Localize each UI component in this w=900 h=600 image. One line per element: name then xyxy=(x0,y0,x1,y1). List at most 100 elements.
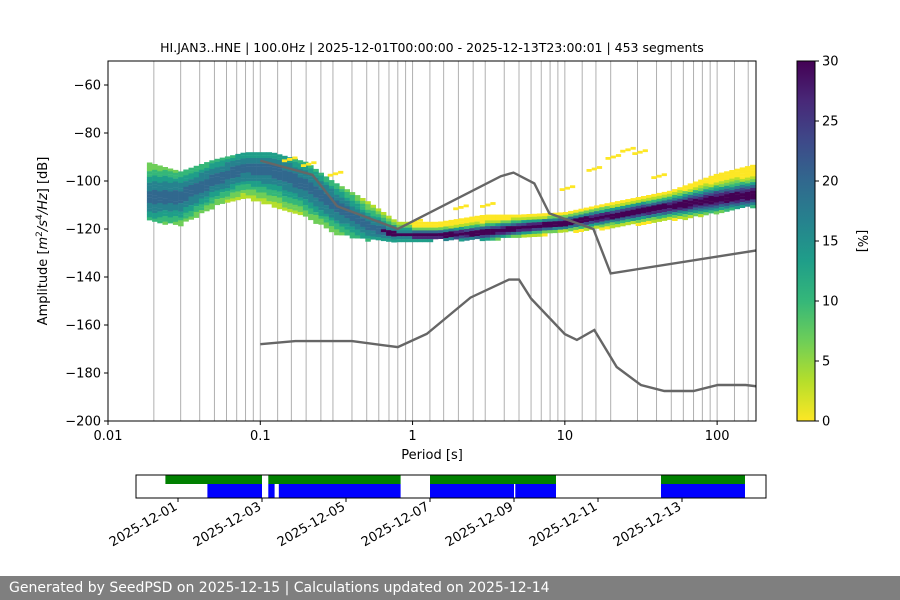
psd-cell xyxy=(406,230,413,234)
psd-cell xyxy=(526,219,532,223)
psd-cell xyxy=(609,225,616,229)
x-axis: 0.01 0.1 1 10 100 xyxy=(94,421,730,444)
data-coverage-bar xyxy=(430,475,556,484)
psd-cell xyxy=(167,182,174,186)
psd-cell xyxy=(365,224,371,228)
psd-cell xyxy=(193,203,200,207)
psd-cell xyxy=(250,192,257,196)
psd-cell xyxy=(297,180,304,184)
psd-cell xyxy=(162,207,168,211)
psd-cell xyxy=(391,219,397,223)
psd-cell xyxy=(510,231,517,235)
coverage-tick-label: 2025-12-13 xyxy=(611,499,684,550)
psd-cell xyxy=(386,221,392,225)
psd-outlier-cell xyxy=(605,157,611,160)
psd-cell xyxy=(729,170,735,174)
psd-cell xyxy=(287,165,293,169)
psd-cell xyxy=(240,167,246,171)
psd-cell xyxy=(178,191,184,195)
psd-cell xyxy=(245,163,252,167)
psd-cell xyxy=(282,199,288,203)
psd-cell xyxy=(172,201,179,205)
psd-cell xyxy=(594,222,600,226)
psd-cell xyxy=(630,206,636,210)
psd-cell xyxy=(224,173,231,177)
psd-cell xyxy=(261,175,267,179)
psd-cell xyxy=(302,213,309,217)
psd-cell xyxy=(152,164,158,168)
y-tick-label: −100 xyxy=(65,175,101,190)
psd-cell xyxy=(245,195,252,199)
psd-cell xyxy=(178,208,184,212)
psd-cell xyxy=(261,163,267,167)
psd-cell xyxy=(568,225,574,229)
psd-cell xyxy=(193,186,200,190)
psd-cell xyxy=(162,210,168,214)
psd-cell xyxy=(713,211,720,215)
psd-cell xyxy=(432,236,439,240)
psd-cell xyxy=(464,234,470,238)
psd-cell xyxy=(625,199,631,203)
psd-cell xyxy=(282,155,288,159)
psd-cell xyxy=(375,234,382,238)
psd-cell xyxy=(146,179,153,183)
psd-cell xyxy=(588,223,595,227)
psd-cell xyxy=(635,199,642,203)
psd-cell xyxy=(157,208,163,212)
psd-cell xyxy=(625,210,631,214)
psd-cell xyxy=(604,203,610,207)
psd-outlier-cell xyxy=(292,156,298,160)
psd-cell xyxy=(599,221,605,225)
psd-outlier-cell xyxy=(463,204,469,208)
psd-cell xyxy=(209,174,215,178)
psd-cell xyxy=(282,178,288,182)
y-tick-label: −160 xyxy=(65,319,101,334)
psd-cell xyxy=(354,226,361,230)
psd-cell xyxy=(271,181,278,185)
psd-cell xyxy=(573,209,579,213)
psd-cell xyxy=(490,229,496,233)
psd-cell xyxy=(167,174,174,178)
psd-cell xyxy=(542,230,548,234)
psd-cell xyxy=(505,214,512,218)
psd-cell xyxy=(230,189,236,193)
psd-cell xyxy=(479,229,486,233)
psd-cell xyxy=(656,192,662,196)
psd-cell xyxy=(682,185,688,189)
psd-cell xyxy=(386,238,392,242)
psd-cell xyxy=(344,229,350,233)
psd-cell xyxy=(198,210,205,214)
psd-cell xyxy=(703,209,709,213)
psd-cell xyxy=(308,202,314,206)
psd-cell xyxy=(162,213,168,217)
psd-cell xyxy=(578,208,584,212)
psd-cell xyxy=(152,178,158,182)
psd-cell xyxy=(620,205,626,209)
psd-cell xyxy=(734,171,740,175)
psd-outlier-cell xyxy=(480,205,486,208)
psd-cell xyxy=(261,152,267,156)
psd-cell xyxy=(386,230,392,234)
psd-cell xyxy=(146,165,153,169)
psd-cell xyxy=(526,234,532,238)
psd-cell xyxy=(484,217,491,221)
psd-cell xyxy=(750,182,756,186)
psd-cell xyxy=(365,201,371,205)
psd-cell xyxy=(354,195,361,199)
psd-cell xyxy=(292,173,298,177)
psd-cell xyxy=(505,229,512,233)
psd-cell xyxy=(204,173,210,177)
psd-cell xyxy=(172,169,179,173)
psd-cell xyxy=(219,192,226,196)
psd-cell xyxy=(235,162,241,166)
psd-cell xyxy=(458,221,465,225)
psd-cell xyxy=(193,180,200,184)
psd-cell xyxy=(172,195,179,199)
psd-cell xyxy=(557,223,564,227)
psd-cell xyxy=(297,186,304,190)
psd-cell xyxy=(287,191,293,195)
y-axis: −200−180−160−140−120−100−80−60 xyxy=(65,79,108,430)
psd-cell xyxy=(484,220,491,224)
coverage-tick-label: 2025-12-05 xyxy=(275,499,348,550)
psd-cell xyxy=(739,173,746,177)
